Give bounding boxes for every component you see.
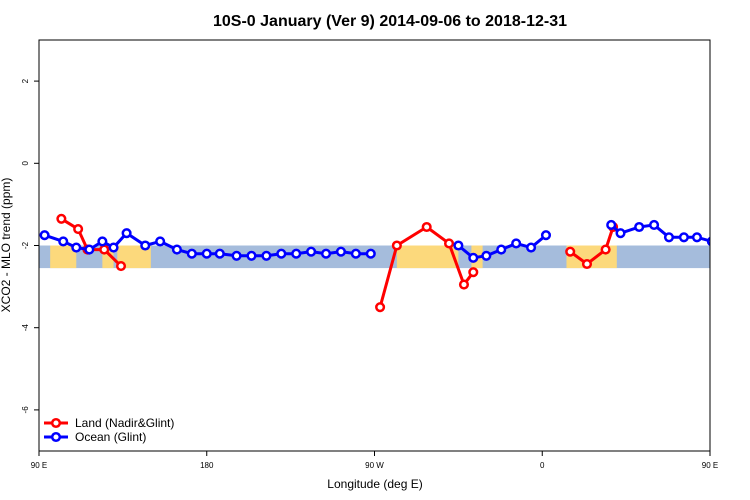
data-point bbox=[723, 244, 731, 252]
series-land bbox=[56, 213, 750, 313]
data-point bbox=[663, 232, 675, 243]
legend-marker bbox=[50, 431, 62, 443]
data-point bbox=[99, 244, 110, 255]
x-tick-label: 0 bbox=[540, 461, 545, 470]
legend-label: Land (Nadir&Glint) bbox=[75, 416, 174, 430]
legend: Land (Nadir&Glint)Ocean (Glint) bbox=[44, 416, 174, 444]
data-point bbox=[421, 221, 432, 233]
data-point bbox=[108, 242, 119, 253]
land-region bbox=[396, 245, 459, 269]
x-axis-label: Longitude (deg E) bbox=[327, 477, 422, 491]
y-tick-label: -6 bbox=[21, 406, 30, 414]
data-point bbox=[121, 228, 132, 239]
y-axis: 2 0 -2 -4 -6 bbox=[21, 78, 39, 413]
data-point bbox=[73, 224, 84, 235]
data-point bbox=[140, 240, 151, 251]
data-point bbox=[468, 252, 479, 263]
data-point bbox=[444, 238, 455, 249]
data-point bbox=[375, 302, 386, 313]
data-point bbox=[84, 244, 95, 255]
data-point bbox=[481, 250, 492, 261]
data-point bbox=[458, 279, 470, 290]
data-point bbox=[306, 246, 317, 257]
data-point bbox=[729, 217, 737, 225]
data-point bbox=[186, 248, 197, 259]
data-point bbox=[335, 246, 347, 257]
data-point bbox=[734, 244, 742, 252]
data-point bbox=[565, 246, 576, 257]
data-point bbox=[231, 250, 242, 261]
x-tick-label: 180 bbox=[200, 461, 214, 470]
y-tick-label: 0 bbox=[21, 161, 30, 166]
y-tick-label: 2 bbox=[21, 78, 30, 83]
land-region bbox=[102, 245, 114, 269]
data-point bbox=[468, 267, 479, 278]
data-point bbox=[291, 248, 302, 259]
data-point bbox=[691, 232, 703, 243]
x-axis: 90 E 180 90 W 0 90 E bbox=[31, 451, 718, 470]
data-point bbox=[678, 232, 689, 243]
data-point bbox=[581, 258, 593, 270]
data-point bbox=[649, 219, 660, 230]
y-tick-label: -4 bbox=[21, 324, 30, 332]
data-point bbox=[511, 238, 522, 249]
data-point bbox=[58, 236, 69, 247]
series-layer bbox=[39, 213, 750, 313]
data-point bbox=[71, 242, 82, 253]
data-point bbox=[365, 248, 376, 259]
legend-marker bbox=[50, 417, 62, 429]
data-point bbox=[615, 228, 626, 239]
data-point bbox=[246, 250, 257, 261]
data-point bbox=[276, 248, 287, 259]
data-point bbox=[526, 242, 537, 253]
data-point bbox=[261, 250, 272, 261]
x-tick-label: 90 E bbox=[31, 461, 47, 470]
data-point bbox=[56, 213, 67, 224]
data-point bbox=[201, 248, 212, 259]
data-point bbox=[320, 248, 332, 259]
series-line bbox=[732, 221, 750, 266]
data-point bbox=[540, 230, 552, 241]
chart-title: 10S-0 January (Ver 9) 2014-09-06 to 2018… bbox=[213, 13, 567, 30]
x-tick-label: 90 W bbox=[365, 461, 384, 470]
data-point bbox=[155, 236, 166, 247]
data-point bbox=[214, 248, 225, 259]
land-region bbox=[50, 245, 77, 269]
data-point bbox=[115, 261, 127, 272]
data-point bbox=[743, 225, 750, 233]
series-line bbox=[569, 226, 615, 266]
land-region bbox=[723, 246, 750, 269]
y-axis-label: XCO2 - MLO trend (ppm) bbox=[0, 178, 13, 313]
series-ocean bbox=[39, 219, 742, 263]
data-point bbox=[350, 248, 361, 259]
data-point bbox=[97, 236, 108, 247]
data-point bbox=[453, 240, 464, 251]
data-point bbox=[706, 236, 710, 247]
y-tick-label: -2 bbox=[21, 241, 30, 249]
data-point bbox=[496, 244, 507, 255]
data-point bbox=[600, 244, 611, 255]
x-tick-label: 90 E bbox=[702, 461, 718, 470]
legend-label: Ocean (Glint) bbox=[75, 430, 146, 444]
data-point bbox=[39, 230, 50, 241]
data-point bbox=[606, 219, 617, 230]
data-point bbox=[634, 221, 645, 233]
land-region bbox=[117, 245, 151, 269]
data-point bbox=[391, 240, 402, 251]
data-point bbox=[171, 244, 182, 255]
